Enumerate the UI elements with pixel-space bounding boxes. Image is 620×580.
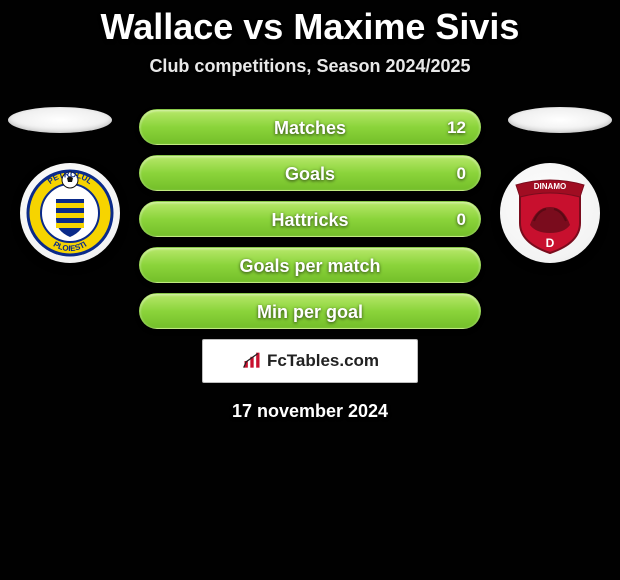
stat-label: Goals	[140, 156, 480, 192]
stat-label: Matches	[140, 110, 480, 146]
stat-right-value: 0	[457, 156, 466, 192]
stat-row-goals: Goals 0	[139, 155, 481, 191]
svg-text:D: D	[546, 236, 555, 250]
club-badge-right: DINAMO D	[500, 163, 600, 263]
stat-row-goals-per-match: Goals per match	[139, 247, 481, 283]
page-title: Wallace vs Maxime Sivis	[0, 0, 620, 48]
stat-right-value: 12	[447, 110, 466, 146]
stats-column: Matches 12 Goals 0 Hattricks 0 Goals per…	[139, 109, 481, 329]
player-head-oval-right	[508, 107, 612, 133]
snapshot-date: 17 november 2024	[0, 401, 620, 422]
stat-row-hattricks: Hattricks 0	[139, 201, 481, 237]
fctables-promo-badge: FcTables.com	[202, 339, 418, 383]
stat-label: Min per goal	[140, 294, 480, 330]
comparison-stage: PETROLUL PLOIESTI DINAMO D Matches 12	[0, 109, 620, 422]
stat-right-value: 0	[457, 202, 466, 238]
club-badge-left: PETROLUL PLOIESTI	[20, 163, 120, 263]
promo-text: FcTables.com	[267, 351, 379, 371]
stat-row-matches: Matches 12	[139, 109, 481, 145]
dinamo-crest-icon: DINAMO D	[500, 163, 600, 263]
player-head-oval-left	[8, 107, 112, 133]
stat-row-min-per-goal: Min per goal	[139, 293, 481, 329]
petrolul-crest-icon: PETROLUL PLOIESTI	[20, 163, 120, 263]
svg-text:DINAMO: DINAMO	[534, 182, 566, 191]
page-subtitle: Club competitions, Season 2024/2025	[0, 56, 620, 77]
stat-label: Goals per match	[140, 248, 480, 284]
bar-chart-icon	[241, 351, 263, 371]
stat-label: Hattricks	[140, 202, 480, 238]
